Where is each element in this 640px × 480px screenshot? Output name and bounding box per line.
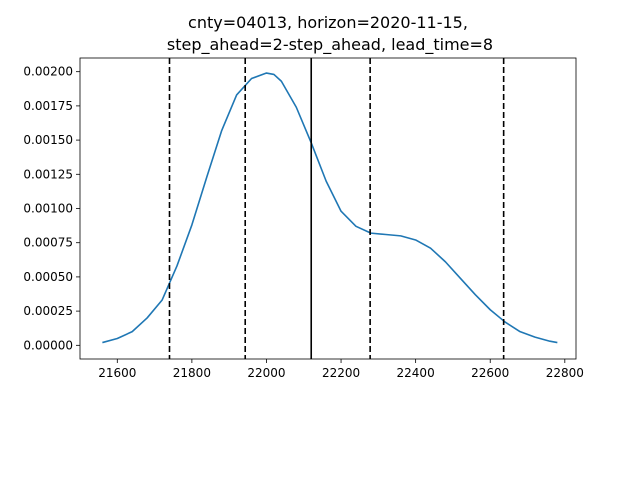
y-tick-label-6: 0.00150	[23, 133, 73, 147]
axes-frame	[79, 57, 577, 360]
y-tick-label-5: 0.00125	[23, 167, 73, 181]
y-tick-label-8: 0.00200	[23, 65, 73, 79]
x-tick-label-5: 22600	[471, 366, 509, 380]
density-line-0	[102, 72, 558, 344]
y-tick-label-7: 0.00175	[23, 99, 73, 113]
y-tick-label-1: 0.00025	[23, 304, 73, 318]
chart-title-line-2: step_ahead=2-step_ahead, lead_time=8	[167, 35, 493, 55]
y-tick-label-4: 0.00100	[23, 202, 73, 216]
x-tick-label-3: 22200	[322, 366, 360, 380]
x-tick-label-0: 21600	[98, 366, 136, 380]
y-tick-label-2: 0.00050	[23, 270, 73, 284]
y-tick-label-0: 0.00000	[23, 338, 73, 352]
x-tick-label-4: 22400	[397, 366, 435, 380]
x-tick-label-1: 21800	[173, 366, 211, 380]
chart-title-line-1: cnty=04013, horizon=2020-11-15,	[188, 13, 468, 32]
plot-area: 0.00000 0.00025 0.00050 0.00075 0.00100 0.001…	[23, 57, 584, 380]
x-tick-label-6: 22800	[546, 366, 584, 380]
x-tick-label-2: 22000	[247, 366, 285, 380]
y-tick-label-3: 0.00075	[23, 236, 73, 250]
